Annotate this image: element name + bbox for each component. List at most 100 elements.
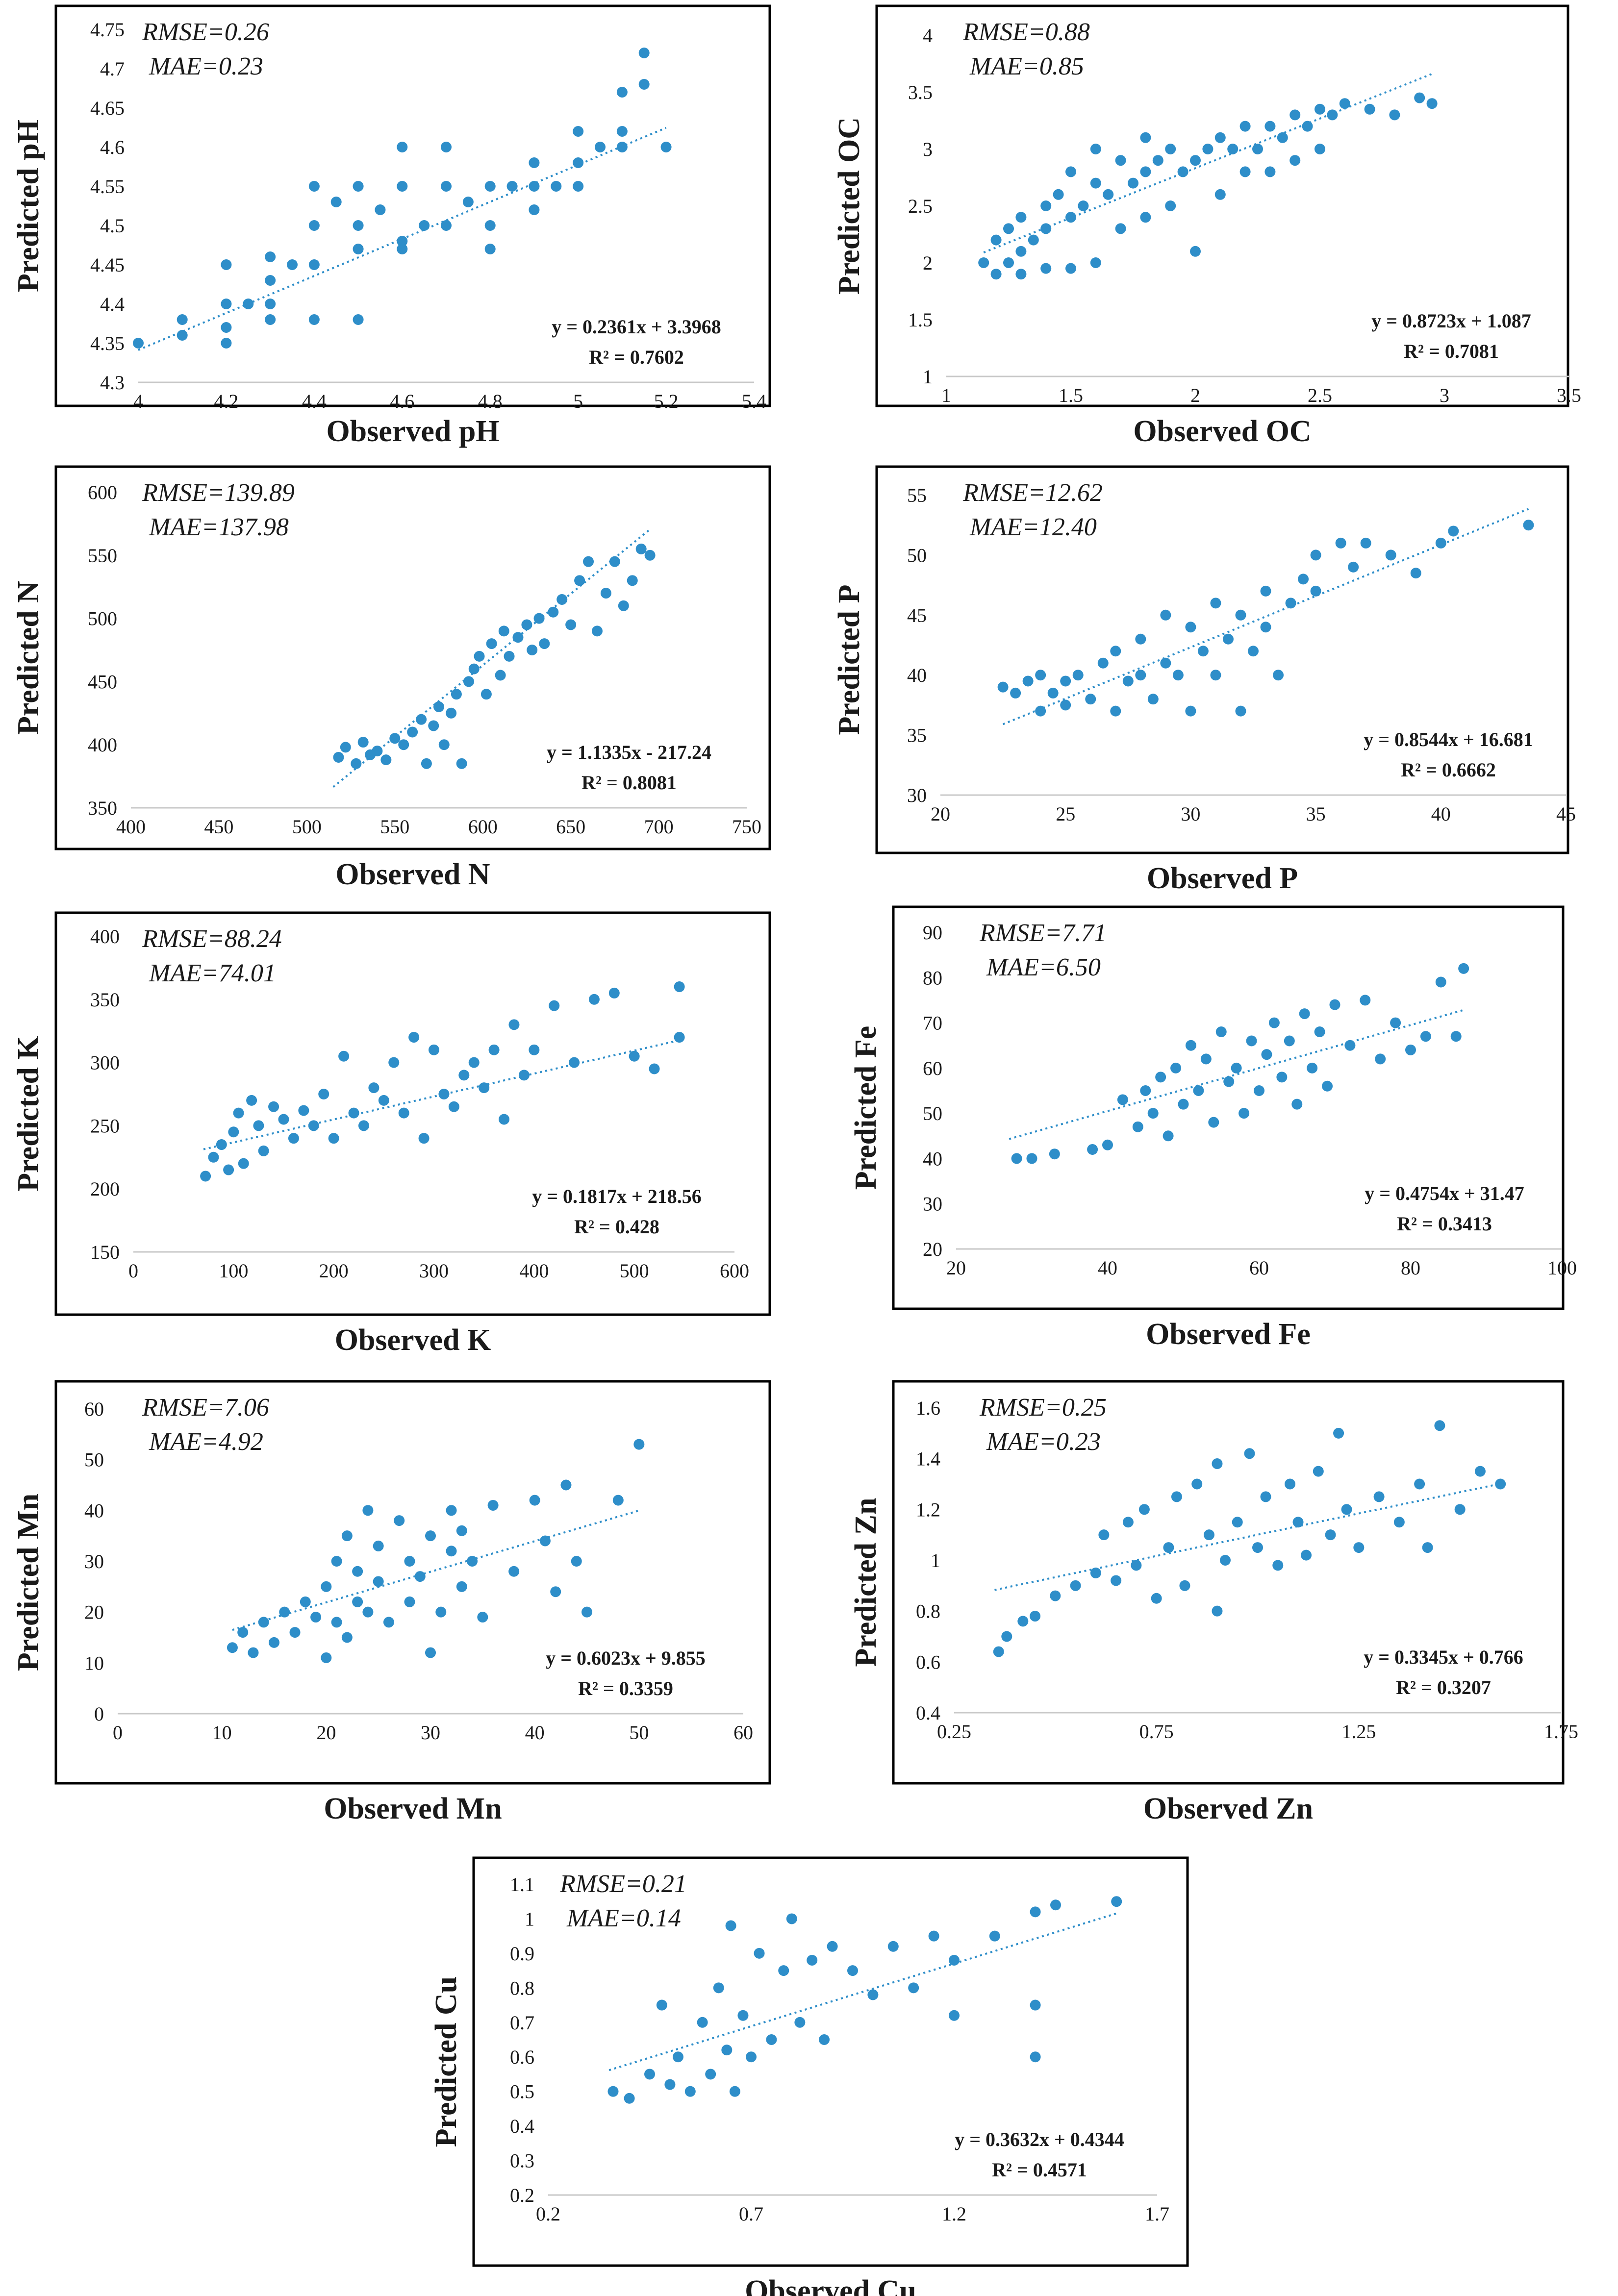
trendline [608, 1912, 1117, 2071]
data-point [1244, 1448, 1255, 1459]
data-point [278, 1114, 289, 1125]
data-point [1070, 1580, 1081, 1591]
data-point [684, 2086, 696, 2097]
y-tick-label: 4.65 [90, 97, 125, 119]
data-point [729, 2086, 740, 2097]
x-tick-label: 3.5 [1557, 384, 1581, 406]
data-point [1393, 1517, 1405, 1528]
data-point [1017, 1616, 1029, 1627]
data-point [1414, 1478, 1425, 1490]
data-point [529, 157, 540, 168]
data-point [330, 197, 342, 207]
y-tick-label: 0 [94, 1703, 104, 1725]
data-point [993, 1646, 1004, 1657]
data-point [373, 1576, 384, 1587]
data-point [1098, 1529, 1110, 1541]
data-point [435, 1606, 447, 1618]
data-point [1155, 1072, 1166, 1083]
y-tick-label: 1.6 [916, 1397, 940, 1419]
data-point [331, 1556, 342, 1567]
data-point [990, 269, 1002, 280]
data-point [352, 1596, 363, 1607]
data-point [487, 1499, 499, 1511]
data-point [310, 1612, 322, 1623]
data-point [633, 1439, 645, 1450]
data-point [265, 314, 276, 325]
data-point [397, 236, 408, 247]
data-point [353, 181, 364, 192]
data-point [1050, 1899, 1061, 1911]
data-point [504, 650, 515, 662]
data-point [448, 1101, 459, 1112]
x-tick-label: 600 [720, 1260, 749, 1282]
data-point [1140, 1085, 1151, 1096]
y-tick-label: 0.6 [916, 1651, 940, 1673]
data-point [298, 1105, 309, 1116]
trendline-equation: y = 1.1335x - 217.24 [547, 741, 711, 763]
data-point [421, 758, 432, 769]
x-tick-label: 60 [733, 1722, 753, 1744]
data-point [1285, 1478, 1296, 1490]
data-point [246, 1095, 257, 1106]
data-point [474, 650, 485, 662]
data-point [551, 181, 562, 192]
x-tick-label: 0.75 [1139, 1721, 1174, 1743]
data-point [1185, 622, 1196, 633]
data-point [616, 126, 628, 137]
y-tick-label: 4 [923, 25, 933, 47]
data-point [1030, 2051, 1041, 2063]
data-point [1260, 1491, 1271, 1502]
y-tick-label: 600 [88, 481, 117, 503]
y-tick-label: 450 [88, 671, 117, 693]
data-point [725, 1920, 736, 1931]
y-tick-label: 4.55 [90, 175, 125, 198]
data-point [1405, 1044, 1416, 1055]
mae-label: MAE=0.85 [969, 52, 1084, 80]
data-point [508, 1019, 520, 1030]
data-point [228, 1126, 239, 1138]
trendline [232, 1509, 639, 1631]
x-tick-label: 10 [212, 1722, 232, 1744]
x-tick-label: 20 [931, 803, 950, 825]
trendline-equation: y = 0.8544x + 16.681 [1364, 728, 1533, 750]
y-tick-label: 1.4 [916, 1448, 940, 1470]
data-point [353, 244, 364, 254]
data-point [1310, 585, 1321, 597]
data-point [1315, 103, 1325, 115]
data-point [1090, 144, 1101, 154]
data-point [595, 142, 606, 152]
x-tick-label: 1.25 [1341, 1721, 1376, 1743]
y-tick-label: 0.4 [510, 2115, 534, 2137]
data-point [1165, 144, 1176, 154]
y-tick-label: 0.7 [510, 2012, 534, 2034]
data-point [1322, 1080, 1333, 1092]
data-point [1050, 1590, 1061, 1601]
data-point [484, 220, 496, 231]
data-point [1410, 568, 1421, 579]
data-point [1202, 144, 1214, 154]
x-tick-label: 40 [1431, 803, 1451, 825]
data-point [446, 1546, 457, 1557]
data-point [1389, 109, 1400, 121]
x-tick-label: 4 [133, 390, 143, 412]
x-tick-label: 400 [116, 816, 146, 838]
chart-frame [875, 4, 1569, 407]
data-point [258, 1617, 269, 1628]
y-tick-label: 90 [923, 922, 942, 944]
data-point [1454, 1504, 1466, 1515]
data-point [1102, 1139, 1113, 1150]
data-point [1122, 675, 1134, 687]
data-point [480, 689, 492, 700]
data-point [1197, 646, 1209, 657]
data-point [1420, 1031, 1431, 1042]
data-point [638, 48, 650, 58]
mae-label: MAE=0.23 [149, 52, 263, 80]
data-point [1373, 1491, 1385, 1502]
data-point [394, 1515, 405, 1526]
y-tick-label: 200 [90, 1178, 120, 1200]
data-point [508, 1566, 520, 1577]
data-point [550, 1586, 561, 1597]
data-point [1110, 705, 1121, 717]
data-point [697, 2017, 708, 2028]
